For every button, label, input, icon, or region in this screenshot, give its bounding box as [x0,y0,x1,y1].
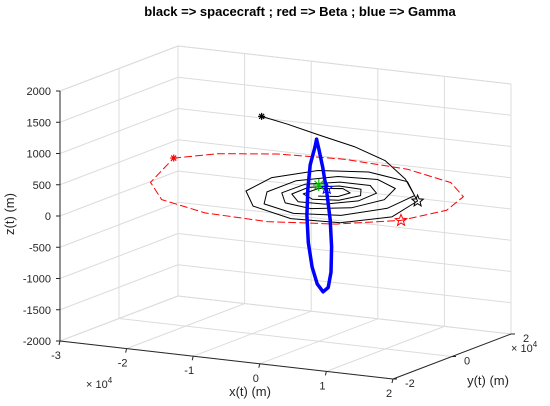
ticks-layer: -3 -2 -1 0 1 2 -2 0 2 -2000 -1500 -1000 -500 0 500 1000… [23,86,529,400]
y-exponent: × 104 [511,340,538,355]
beta-start-stroke [170,155,177,161]
z-tick-label: 1500 [27,117,51,129]
marker-spacecraft-end [410,193,425,208]
grid-layer [59,45,512,380]
side-wall-grid-z [59,264,179,311]
svg-text:× 104: × 104 [86,376,113,391]
x-tick-mark [391,378,394,384]
z-tick-label: -1000 [23,274,51,286]
z-tick-label: -1500 [23,305,51,317]
x-exponent: × 104 [86,376,113,391]
series-layer [150,112,464,294]
z-tick-label: -500 [29,242,51,254]
marker-beta-end [393,213,409,227]
x-tick-label: -1 [184,365,194,377]
marker-center-body [312,179,325,192]
z-tick-label: 500 [33,180,51,192]
gamma-end-star [319,181,334,195]
series-spacecraft [245,115,419,224]
marker-beta-start [170,154,178,162]
back-wall-grid-z [177,264,512,304]
side-wall-grid-z [59,108,179,154]
side-wall-grid-z [59,201,179,248]
marker-spacecraft-start [258,112,266,120]
spacecraft-start-stroke [258,113,265,120]
back-wall-grid-z [177,295,512,335]
side-wall-grid-z [59,295,179,342]
marker-gamma-end [319,181,334,195]
x-tick-mark [258,363,261,368]
x-tick-mark [125,348,128,353]
y-tick-label: -2 [405,378,415,390]
side-wall-grid-z [59,139,179,186]
chart-title: black => spacecraft ; red => Beta ; blue… [144,4,456,19]
side-wall-grid-z [59,233,179,279]
x-tick-label: 1 [319,380,325,392]
y-axis-label: y(t) (m) [467,373,509,388]
z-tick-label: 1000 [27,149,51,161]
y-tick-label: 2 [523,333,529,345]
side-wall-grid-z [59,76,179,123]
x-tick-label: 0 [253,373,259,385]
beta-end-star [393,213,409,227]
z-tick-label: 0 [45,211,51,223]
y-tick-label: 0 [464,356,470,368]
x-tick-label: -3 [51,350,61,362]
x-axis-line [59,340,394,380]
top-left-edge [59,45,179,92]
series-gamma [305,137,334,294]
spacecraft-end-star [410,193,425,208]
x-tick-label: -2 [118,358,128,370]
center-body-stroke [314,180,324,190]
series-beta [150,153,464,225]
back-wall-grid-z [177,201,512,241]
back-wall-grid-z [177,108,512,147]
back-wall-grid-z [177,139,512,179]
x-tick-label: 2 [386,388,392,400]
z-tick-label: 2000 [27,86,51,98]
x-tick-mark [58,340,61,346]
x-axis-label: x(t) (m) [229,384,271,399]
x-tick-mark [191,356,194,361]
back-wall-grid-z [177,233,512,272]
side-wall-grid-z [59,170,179,217]
axes-layer [59,91,512,380]
x-tick-mark [324,371,327,376]
z-axis-label: z(t) (m) [2,193,17,235]
svg-text:× 104: × 104 [511,340,538,355]
z-tick-label: -2000 [23,336,51,348]
floor-grid-y [118,318,453,357]
top-back-edge [177,45,512,85]
back-wall-grid-z [177,76,512,116]
